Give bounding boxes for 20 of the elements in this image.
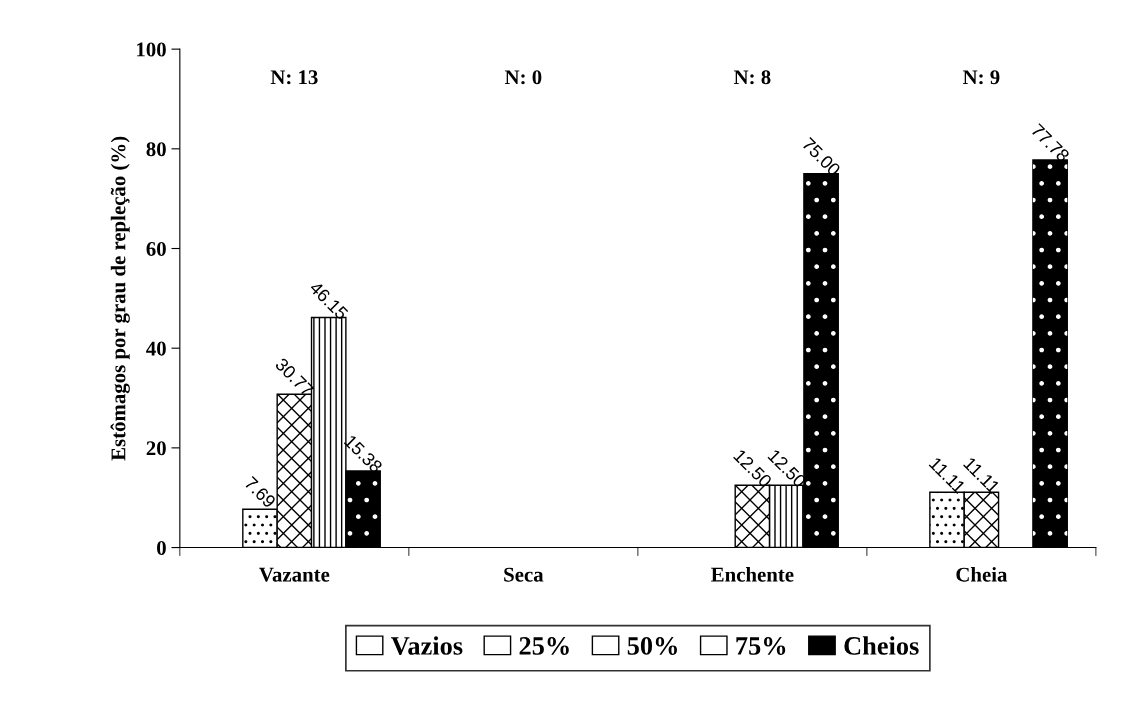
legend-label: 50% <box>627 637 677 655</box>
annotation: N: 0 <box>504 70 542 85</box>
legend-label: Cheios <box>844 636 919 655</box>
x-tick-label: Seca <box>504 567 544 582</box>
y-tick-label: 80 <box>146 142 166 157</box>
annotation: N: 13 <box>270 70 318 85</box>
x-tick-label: Enchente <box>711 567 794 582</box>
y-tick-label: 0 <box>157 540 166 555</box>
y-axis-title: Estômagos por grau de repleção (%) <box>110 136 130 461</box>
y-tick-label: 60 <box>146 241 166 256</box>
y-tick-label: 100 <box>137 42 166 57</box>
x-tick-label: Cheia <box>956 567 1008 582</box>
legend-label: Vazios <box>391 636 463 655</box>
legend-label: 75% <box>736 637 786 655</box>
y-tick-label: 40 <box>146 341 166 356</box>
annotation: N: 9 <box>962 70 1000 85</box>
legend-label: 25% <box>519 637 569 655</box>
x-tick-label: Vazante <box>259 567 330 582</box>
annotation: N: 8 <box>733 70 771 85</box>
y-tick-label: 20 <box>146 441 166 456</box>
